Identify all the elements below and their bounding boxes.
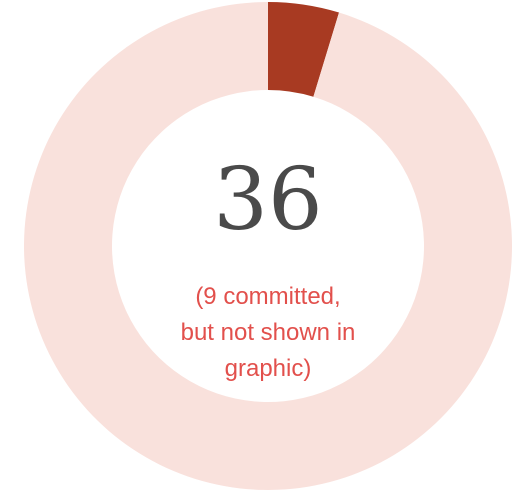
center-note-line-1: (9 committed, xyxy=(195,283,340,310)
center-note-line-2: but not shown in xyxy=(181,319,356,346)
donut-slices xyxy=(23,2,512,490)
donut-slice-1 xyxy=(268,2,340,97)
center-note-line-3: graphic) xyxy=(225,355,312,382)
donut-slice-2 xyxy=(23,2,512,490)
center-value: 36 xyxy=(213,150,322,250)
